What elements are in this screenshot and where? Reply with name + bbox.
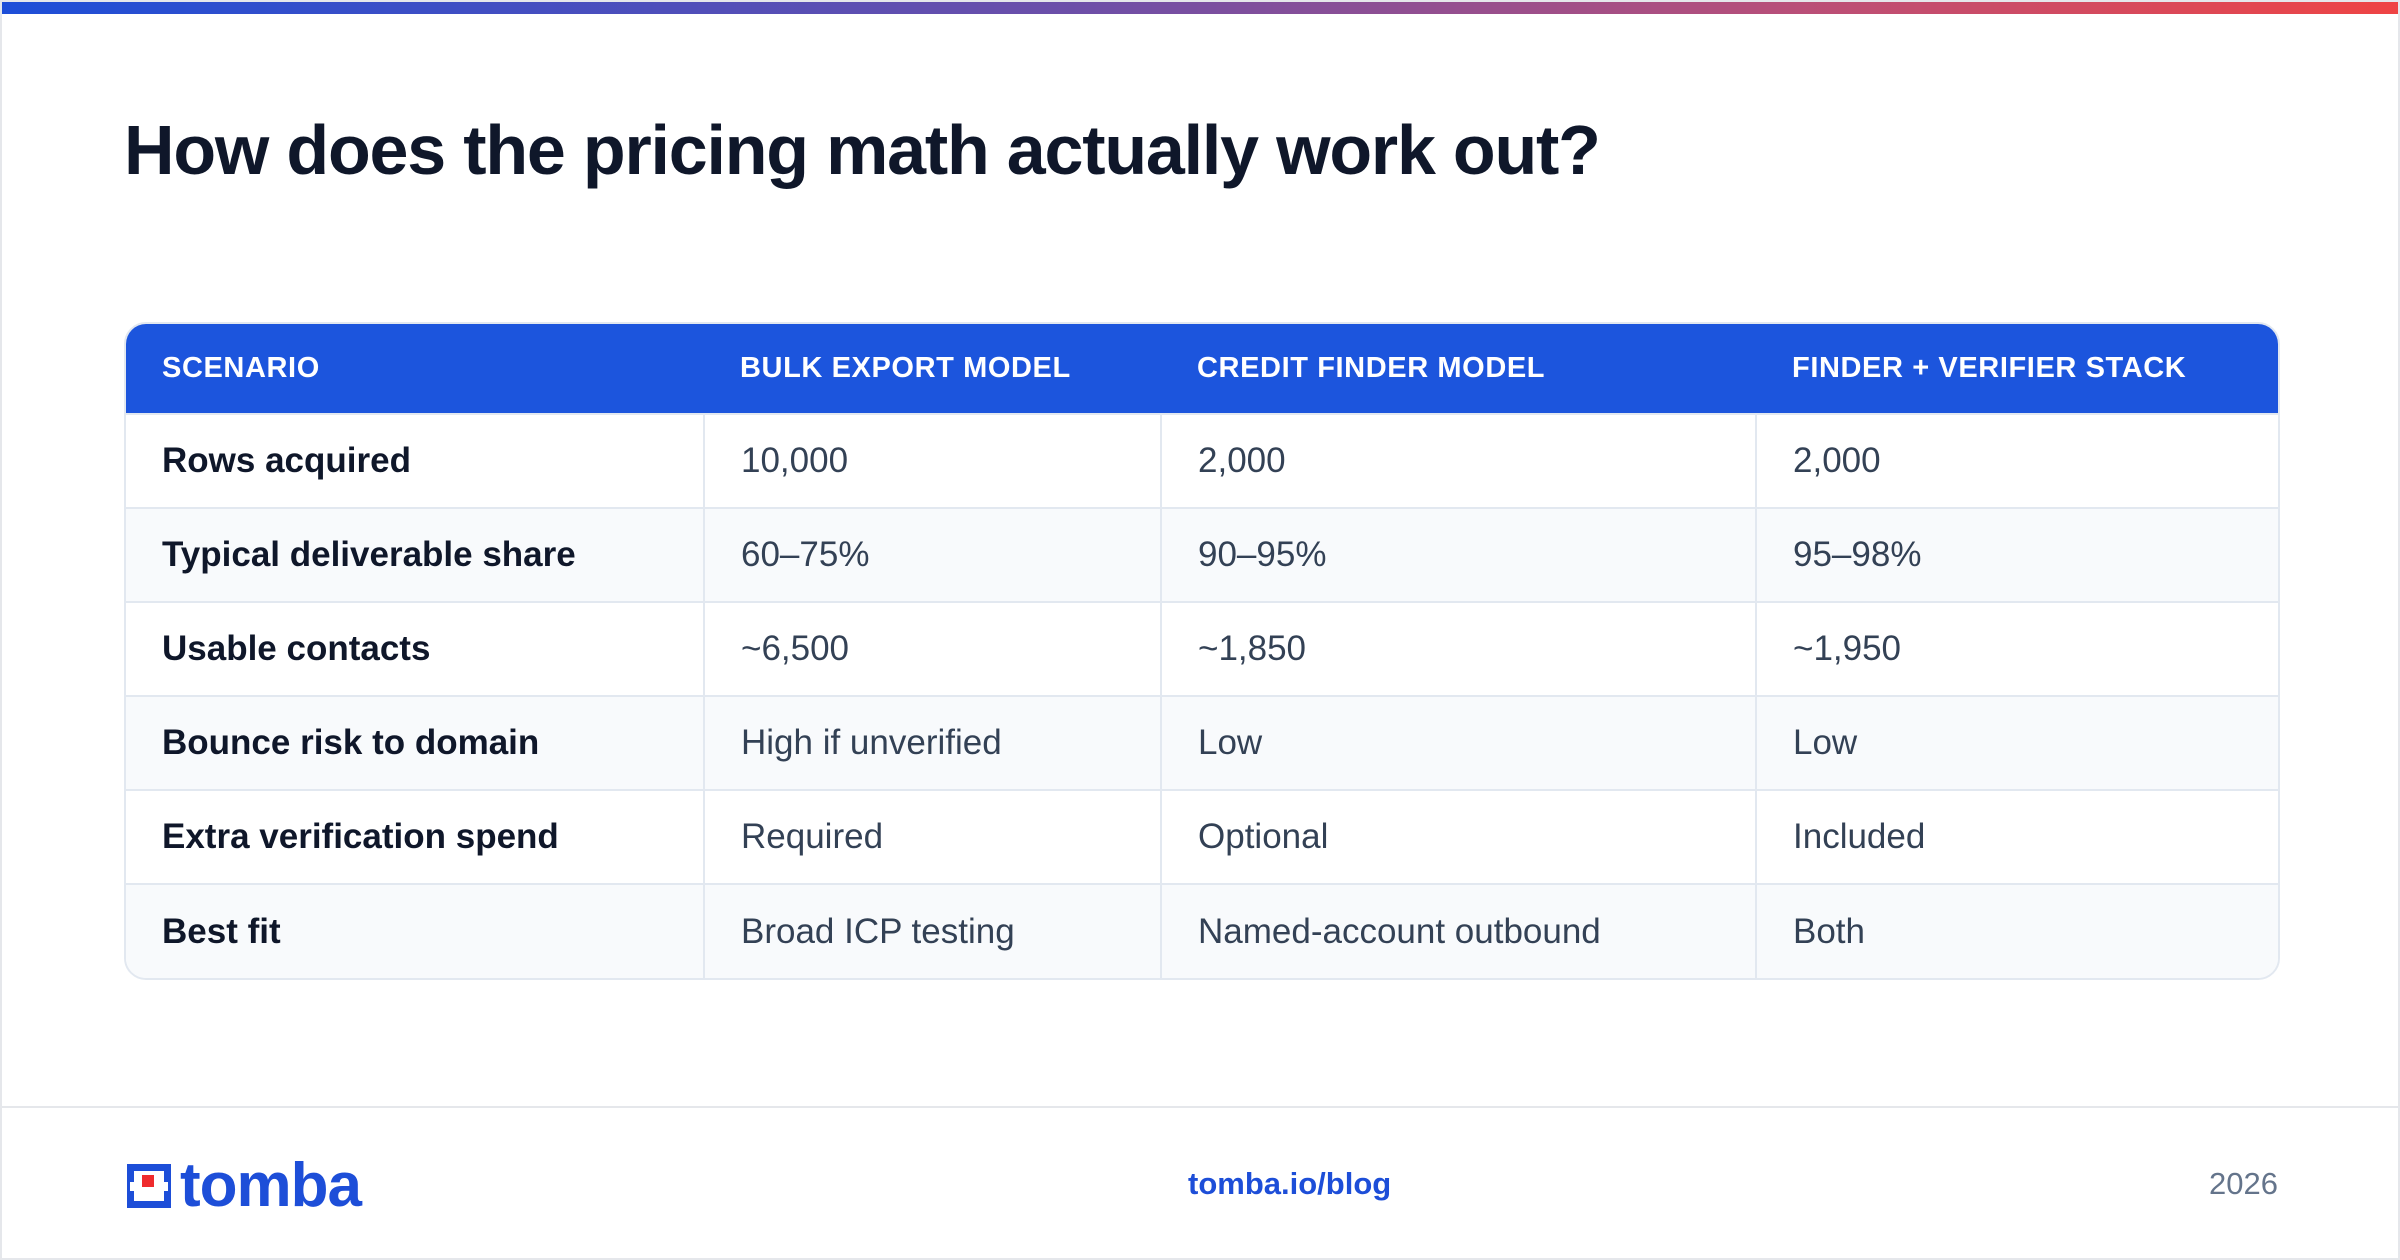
gradient-top-bar [2,2,2398,14]
header-scenario: SCENARIO [162,352,320,384]
blog-link[interactable]: tomba.io/blog [1188,1166,1392,1201]
header-credit-finder-model: CREDIT FINDER MODEL [1197,352,1546,384]
table-cell: 10,000 [703,413,1161,508]
table-cell: Broad ICP testing [703,883,1161,978]
table-header-row: SCENARIO BULK EXPORT MODEL CREDIT FINDER… [126,324,2278,414]
table-cell: Required [703,789,1161,884]
row-label: Bounce risk to domain [126,695,704,790]
table-cell: 2,000 [1755,413,2278,508]
table-cell: 2,000 [1160,413,1756,508]
row-label: Extra verification spend [126,789,704,884]
table-cell: ~1,950 [1755,601,2278,696]
row-label: Usable contacts [126,601,704,696]
row-label: Best fit [126,883,704,978]
year-label: 2026 [2209,1166,2278,1201]
table-row: Usable contacts ~6,500 ~1,850 ~1,950 [126,601,2278,696]
row-label: Rows acquired [126,413,704,508]
table-row: Extra verification spend Required Option… [126,789,2278,884]
table-cell: ~6,500 [703,601,1161,696]
table-cell: Optional [1160,789,1756,884]
table-cell: 90–95% [1160,507,1756,602]
logo-wordmark: tomba [180,1151,362,1220]
table-cell: Named-account outbound [1160,883,1756,978]
table-cell: Both [1755,883,2278,978]
tomba-logo[interactable]: tomba [124,1151,362,1220]
row-label: Typical deliverable share [126,507,704,602]
table-cell: Low [1755,695,2278,790]
page-title: How does the pricing math actually work … [124,111,1601,189]
table-row: Rows acquired 10,000 2,000 2,000 [126,413,2278,508]
header-bulk-export-model: BULK EXPORT MODEL [740,352,1071,384]
table-cell: High if unverified [703,695,1161,790]
table-cell: 60–75% [703,507,1161,602]
footer: tomba tomba.io/blog 2026 [2,1106,2398,1260]
table-row: Best fit Broad ICP testing Named-account… [126,883,2278,978]
table-cell: Included [1755,789,2278,884]
table-row: Bounce risk to domain High if unverified… [126,695,2278,790]
pricing-comparison-table: SCENARIO BULK EXPORT MODEL CREDIT FINDER… [124,322,2280,980]
table-cell: 95–98% [1755,507,2278,602]
header-finder-verifier-stack: FINDER + VERIFIER STACK [1792,352,2187,384]
table-row: Typical deliverable share 60–75% 90–95% … [126,507,2278,602]
tomba-logo-mark-icon [127,1164,171,1208]
table-cell: ~1,850 [1160,601,1756,696]
table-cell: Low [1160,695,1756,790]
